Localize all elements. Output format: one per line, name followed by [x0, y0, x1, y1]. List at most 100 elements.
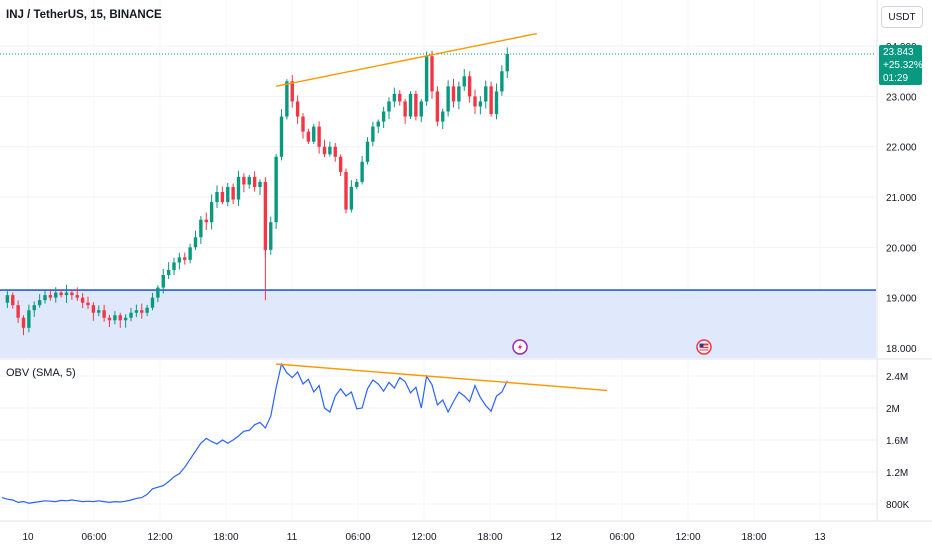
candle-body [193, 237, 198, 248]
chart-title: INJ / TetherUS, 15, BINANCE [6, 9, 162, 21]
candle-body [226, 186, 230, 203]
candle-body [27, 310, 31, 328]
candle-body [37, 300, 42, 306]
support-zone [0, 290, 876, 358]
current-price: 23.843 [883, 47, 914, 58]
candle-body [140, 310, 144, 313]
candle-body [43, 295, 47, 301]
candle-body [355, 181, 359, 187]
candle-body [328, 146, 332, 155]
candle-body [360, 161, 364, 182]
candle-body [269, 222, 273, 250]
candle-body [118, 315, 122, 321]
candle-body [91, 305, 96, 313]
candle-body [220, 192, 225, 203]
candle-body [484, 86, 488, 102]
candle-body [317, 126, 321, 147]
candle-body [295, 101, 300, 117]
price-axis-tick: 19.000 [886, 294, 917, 305]
candle-body [113, 315, 117, 321]
candle-body [161, 275, 165, 288]
candle-body [419, 101, 423, 117]
candle-body [494, 91, 499, 115]
time-axis-tick: 18:00 [741, 532, 766, 543]
candle-body [252, 176, 257, 187]
candle-body [156, 287, 160, 298]
price-axis-tick: 21.000 [886, 193, 917, 204]
candle-body [16, 305, 20, 318]
candle-body [134, 310, 139, 313]
candle-body [5, 295, 10, 303]
candle-body [242, 176, 246, 185]
candle-body [338, 156, 343, 172]
time-axis-tick: 12:00 [411, 532, 436, 543]
candle-body [398, 93, 402, 102]
candle-body [258, 181, 262, 187]
candle-body [414, 93, 418, 117]
time-axis-tick: 10 [22, 532, 34, 543]
candle-body [301, 116, 305, 132]
candle-body [129, 312, 133, 318]
obv-line [1, 362, 508, 504]
time-axis-tick: 06:00 [609, 532, 634, 543]
price-trendline [275, 32, 537, 88]
candle-body [177, 257, 182, 263]
candle-body [188, 247, 192, 260]
candle-body [381, 111, 386, 122]
price-axis-tick: 18.000 [886, 344, 917, 355]
candle-body [150, 297, 155, 308]
candle-body [451, 86, 456, 102]
candle-body [215, 192, 219, 203]
candle-body [11, 295, 15, 306]
obv-axis-tick: 2M [886, 404, 900, 415]
candle-body [430, 56, 434, 92]
candle-body [371, 126, 375, 142]
candle-body [107, 317, 112, 321]
candle-body [172, 262, 176, 270]
candle-body [290, 81, 294, 102]
candle-body [231, 186, 235, 200]
currency-button[interactable]: USDT [881, 6, 923, 28]
time-axis-tick: 18:00 [477, 532, 502, 543]
obv-axis-tick: 1.2M [886, 468, 908, 479]
candle-body [123, 317, 128, 321]
obv-indicator-label[interactable]: OBV (SMA, 5) [6, 367, 76, 379]
candle-body [199, 219, 203, 238]
time-axis-tick: 06:00 [345, 532, 370, 543]
candle-body [21, 317, 26, 328]
candle-body [424, 56, 429, 102]
candle-body [32, 305, 36, 311]
candle-body [441, 111, 445, 122]
us-flag-event-icon [696, 339, 712, 355]
candle-body [500, 71, 504, 92]
candle-body [183, 257, 187, 260]
obv-axis-tick: 2.4M [886, 372, 908, 383]
candle-body [365, 141, 370, 162]
time-axis-tick: 13 [814, 532, 826, 543]
candle-body [70, 292, 74, 296]
obv-axis-tick: 1.6M [886, 436, 908, 447]
price-axis-tick: 20.000 [886, 243, 917, 254]
candle-body [505, 54, 509, 72]
bar-countdown: 01:29 [883, 73, 909, 84]
candle-body [446, 86, 450, 112]
obv-trendline [276, 363, 608, 392]
candle-body [473, 96, 477, 107]
candle-body [145, 307, 149, 313]
candle-body [204, 219, 208, 223]
current-price-tag: 23.843 +25.32% 01:29 [879, 45, 923, 85]
candle-body [48, 295, 53, 298]
candle-body [408, 93, 413, 117]
candle-body [489, 86, 493, 115]
lightning-event-icon [512, 339, 528, 355]
candle-body [312, 126, 316, 142]
candle-body [462, 76, 466, 87]
candle-body [247, 176, 251, 185]
time-axis-tick: 11 [287, 532, 298, 543]
candle-body [209, 202, 214, 223]
candle-body [274, 156, 278, 223]
price-axis-tick: 22.000 [886, 143, 917, 154]
candle-body [457, 86, 461, 102]
candle-body [166, 269, 171, 275]
